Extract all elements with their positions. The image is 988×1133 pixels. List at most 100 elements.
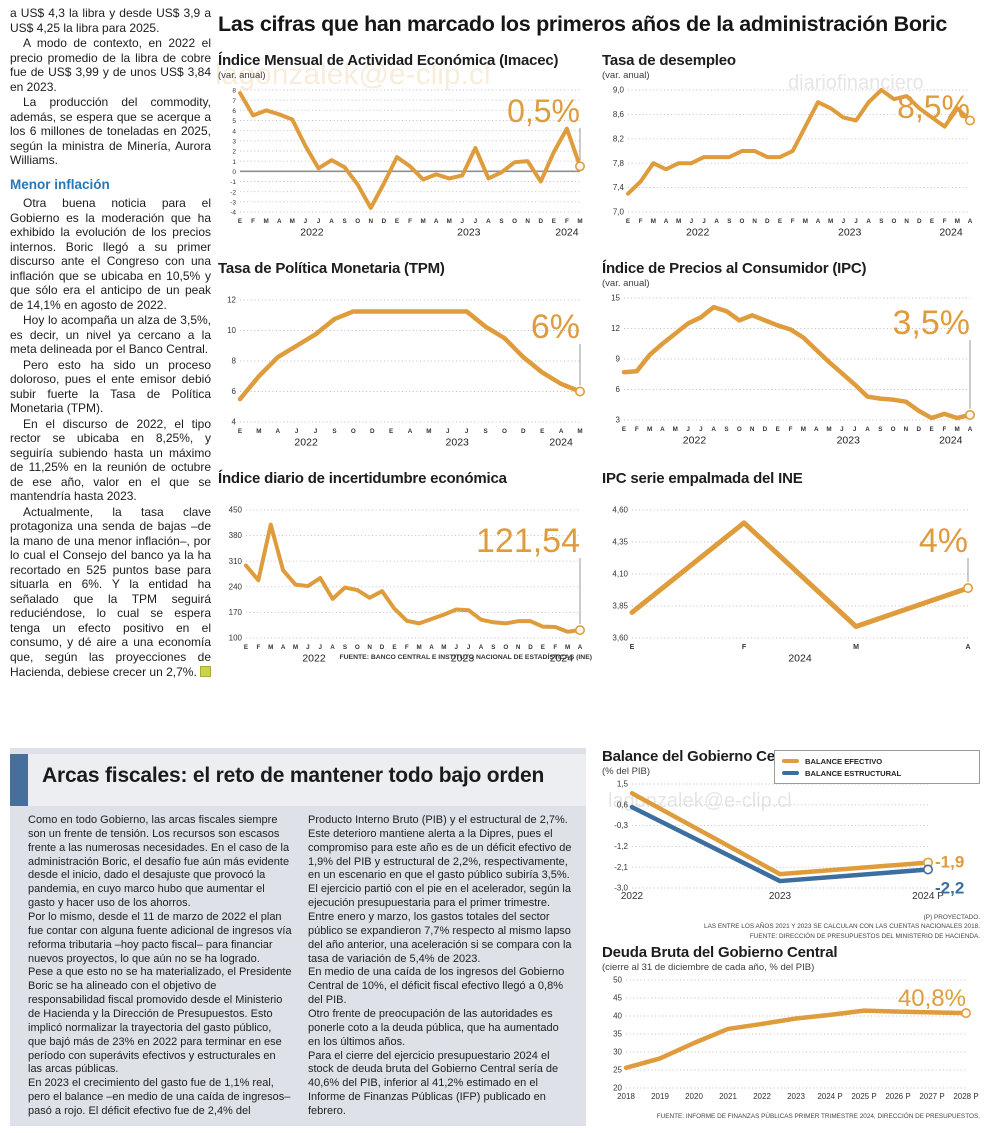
svg-text:M: M (676, 218, 681, 225)
svg-text:N: N (752, 218, 757, 225)
svg-text:2022: 2022 (302, 653, 326, 665)
chart-title: Tasa de Política Monetaria (TPM) (218, 260, 445, 277)
svg-text:J: J (702, 218, 706, 225)
svg-text:240: 240 (229, 582, 243, 591)
svg-text:380: 380 (229, 531, 243, 540)
svg-text:2022: 2022 (686, 227, 710, 239)
svg-text:6: 6 (232, 387, 237, 396)
legend-swatch-efectivo (782, 758, 799, 764)
svg-text:2024: 2024 (550, 653, 574, 665)
svg-text:A: A (330, 644, 335, 651)
svg-text:-0,3: -0,3 (614, 821, 628, 830)
svg-text:2024 P: 2024 P (912, 891, 944, 902)
svg-text:2024 P: 2024 P (817, 1092, 842, 1101)
svg-text:O: O (355, 218, 360, 225)
svg-text:6: 6 (232, 108, 236, 115)
imacec-chart-canvas: 8 7 6 5 4 3 2 1 0 -1 -2 -3 -4 E F M A M J J A S O N D E F M A M J J A S O N… (218, 82, 592, 245)
svg-text:E: E (238, 218, 242, 225)
svg-text:M: M (420, 218, 425, 225)
svg-text:A: A (277, 218, 282, 225)
bottom-paragraph: Otro frente de preocupación de las autor… (308, 1008, 559, 1048)
svg-text:7,0: 7,0 (613, 208, 625, 217)
svg-text:-2: -2 (230, 189, 236, 196)
svg-text:4,60: 4,60 (612, 506, 628, 515)
svg-text:F: F (789, 426, 793, 433)
svg-text:A: A (486, 218, 491, 225)
svg-text:4: 4 (232, 128, 236, 135)
svg-text:10: 10 (227, 326, 236, 335)
text-column-1: Como en todo Gobierno, las arcas fiscale… (28, 814, 292, 1119)
svg-text:N: N (904, 426, 909, 433)
svg-text:F: F (256, 644, 260, 651)
svg-text:100: 100 (229, 634, 243, 643)
desempleo-svg: 9,08,68,27,87,47,0E F M A M J J A S O N D E F M A M J J A S O… (613, 86, 975, 239)
svg-text:8: 8 (232, 88, 236, 95)
svg-text:-1: -1 (230, 179, 236, 186)
svg-text:F: F (405, 644, 409, 651)
svg-text:M: M (647, 426, 652, 433)
svg-text:2025 P: 2025 P (851, 1092, 876, 1101)
svg-text:2027 P: 2027 P (919, 1092, 944, 1101)
svg-text:2019: 2019 (651, 1092, 669, 1101)
empalmada-chart-canvas: 4,60 4,35 4,10 3,85 3,60 E F M A 2024 4% (602, 502, 982, 671)
svg-text:F: F (942, 426, 946, 433)
chart-title: Índice de Precios al Consumidor (IPC) (602, 260, 867, 277)
svg-text:6: 6 (616, 385, 621, 394)
svg-text:M: M (565, 644, 570, 651)
svg-text:M: M (955, 218, 960, 225)
svg-text:S: S (483, 428, 487, 435)
balance-legend: BALANCE EFECTIVO BALANCE ESTRUCTURAL (774, 750, 980, 784)
svg-text:J: J (295, 428, 299, 435)
svg-text:A: A (275, 428, 280, 435)
svg-text:F: F (639, 218, 643, 225)
svg-text:2024: 2024 (555, 227, 579, 239)
svg-text:4,35: 4,35 (612, 538, 628, 547)
svg-text:F: F (791, 218, 795, 225)
svg-text:12: 12 (227, 296, 236, 305)
svg-text:2021: 2021 (719, 1092, 737, 1101)
chart-title: Índice diario de incertidumbre económica (218, 470, 507, 487)
svg-text:2020: 2020 (685, 1092, 703, 1101)
chart-title: IPC serie empalmada del INE (602, 470, 803, 487)
chart-title: Tasa de desempleo (602, 52, 736, 69)
svg-text:E: E (389, 428, 393, 435)
svg-text:A: A (816, 218, 821, 225)
svg-text:J: J (842, 218, 846, 225)
desempleo-chart-canvas: 9,0 8,6 8,2 7,8 7,4 7,0 E F M A M J J A S O N D E F M A M J J A S O… (602, 82, 982, 245)
svg-text:50: 50 (613, 976, 622, 985)
svg-text:S: S (724, 426, 728, 433)
svg-text:3: 3 (232, 138, 236, 145)
svg-text:F: F (565, 218, 569, 225)
svg-text:E: E (930, 218, 934, 225)
svg-text:E: E (395, 218, 399, 225)
balance-chart-canvas: 1,5 0,6 -0,3 -1,2 -2,1 -3,0 2022 2023 2024 P -1,9… (602, 778, 980, 911)
svg-text:2023: 2023 (457, 227, 481, 239)
svg-text:2: 2 (232, 149, 236, 156)
svg-text:M: M (803, 218, 808, 225)
article-paragraph: En el discurso de 2022, el tipo rector s… (10, 416, 211, 504)
bottom-panel-title: Arcas fiscales: el reto de mantener todo… (42, 764, 545, 787)
svg-text:S: S (727, 218, 731, 225)
svg-text:A: A (714, 218, 719, 225)
svg-text:15: 15 (611, 294, 620, 303)
footnote: LAS ENTRE LOS AÑOS 2021 Y 2023 SE CALCUL… (704, 923, 980, 931)
svg-text:8,6: 8,6 (613, 110, 625, 119)
svg-text:J: J (306, 644, 310, 651)
bottom-paragraph: Para el cierre del ejercicio presupuesta… (308, 1049, 559, 1118)
incertidumbre-chart-canvas: 450 380 310 240 170 100 E F M A M J J A S O N D E F M A M J J A S O… (218, 502, 592, 671)
svg-text:D: D (528, 644, 533, 651)
svg-text:-2,1: -2,1 (614, 863, 628, 872)
svg-text:S: S (879, 218, 883, 225)
ipc-chart-canvas: 15 12 9 6 3 E F M A M J J A S O N D E F M A M J J A S O N D E F M A 2022 2… (602, 290, 982, 453)
article-paragraph: A modo de contexto, en 2022 el precio pr… (10, 36, 211, 94)
svg-text:A: A (814, 426, 819, 433)
svg-text:1: 1 (232, 159, 236, 166)
svg-text:J: J (854, 218, 858, 225)
svg-text:D: D (917, 218, 922, 225)
svg-text:310: 310 (229, 557, 243, 566)
svg-text:E: E (244, 644, 248, 651)
svg-text:M: M (447, 218, 452, 225)
svg-text:A: A (578, 644, 583, 651)
